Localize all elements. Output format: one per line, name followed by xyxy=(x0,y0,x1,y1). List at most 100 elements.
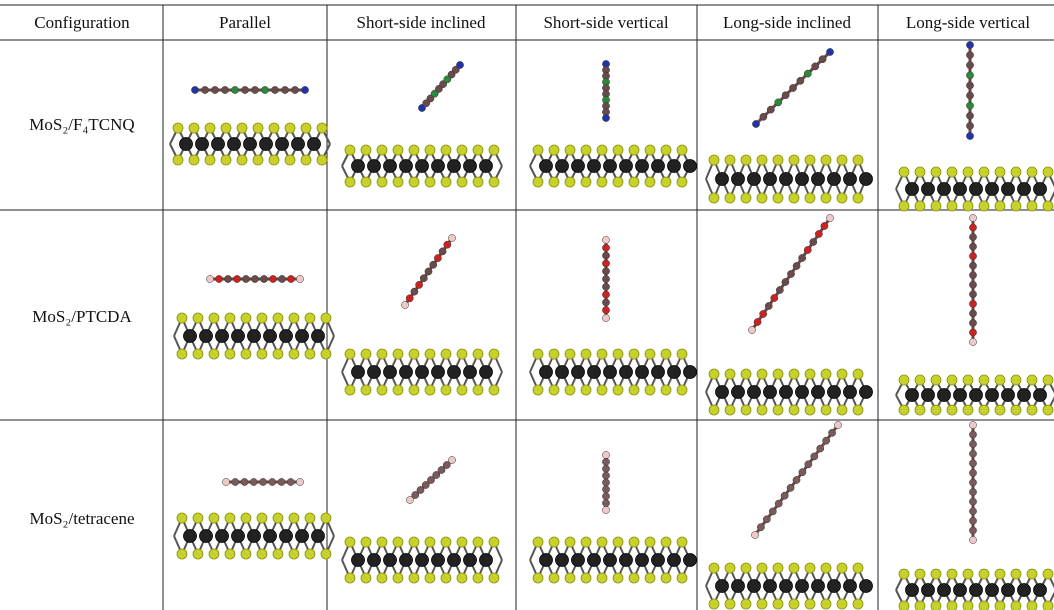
mo-atom xyxy=(195,137,209,151)
atom xyxy=(296,478,304,486)
s-atom xyxy=(488,536,500,548)
s-atom xyxy=(612,176,624,188)
s-atom xyxy=(488,572,500,584)
atom xyxy=(602,464,610,473)
mo-atom xyxy=(231,529,245,543)
s-atom xyxy=(172,122,184,134)
atom xyxy=(602,114,610,122)
mo-atom xyxy=(211,137,225,151)
s-atom xyxy=(224,312,236,324)
mo-atom xyxy=(795,385,809,399)
atom xyxy=(798,468,807,476)
atom xyxy=(969,290,977,299)
mo-atom xyxy=(619,365,633,379)
s-atom xyxy=(376,536,388,548)
atom xyxy=(816,444,825,453)
s-atom xyxy=(756,598,768,610)
s-atom xyxy=(424,348,436,360)
s-atom xyxy=(852,598,864,610)
s-atom xyxy=(1026,166,1038,178)
atom xyxy=(401,301,409,309)
structures xyxy=(169,41,1054,610)
atom xyxy=(602,290,610,299)
mo-atom xyxy=(571,553,585,567)
atom xyxy=(602,485,610,494)
mos2-slab xyxy=(173,312,335,360)
mo-atom xyxy=(827,172,841,186)
atom xyxy=(969,478,977,487)
mo-atom xyxy=(1033,388,1047,402)
mo-atom xyxy=(859,579,873,593)
s-atom xyxy=(946,568,958,580)
atom xyxy=(602,451,610,459)
s-atom xyxy=(930,374,942,386)
s-atom xyxy=(360,144,372,156)
s-atom xyxy=(208,512,220,524)
atom xyxy=(826,48,834,56)
atom xyxy=(966,41,974,49)
s-atom xyxy=(360,384,372,396)
atom xyxy=(792,262,801,270)
s-atom xyxy=(804,598,816,610)
s-atom xyxy=(962,166,974,178)
s-atom xyxy=(708,562,720,574)
s-atom xyxy=(724,598,736,610)
s-atom xyxy=(580,144,592,156)
atom xyxy=(434,254,442,262)
s-atom xyxy=(440,572,452,584)
s-atom xyxy=(392,348,404,360)
s-atom xyxy=(836,192,848,204)
s-atom xyxy=(740,562,752,574)
s-atom xyxy=(804,368,816,380)
s-atom xyxy=(408,348,420,360)
s-atom xyxy=(644,176,656,188)
atom xyxy=(752,120,760,128)
s-atom xyxy=(580,176,592,188)
s-atom xyxy=(548,536,560,548)
s-atom xyxy=(376,176,388,188)
mo-atom xyxy=(183,329,197,343)
atom xyxy=(406,496,414,504)
mo-atom xyxy=(243,137,257,151)
atom xyxy=(969,338,977,346)
mo-atom xyxy=(953,182,967,196)
atom xyxy=(260,275,268,283)
s-atom xyxy=(1010,404,1022,416)
s-atom xyxy=(962,600,974,610)
mos2-slab xyxy=(895,166,1054,212)
s-atom xyxy=(488,348,500,360)
s-atom xyxy=(644,348,656,360)
atom xyxy=(249,478,258,486)
atom xyxy=(602,314,610,322)
s-atom xyxy=(392,176,404,188)
s-atom xyxy=(472,384,484,396)
s-atom xyxy=(994,404,1006,416)
mo-atom xyxy=(351,159,365,173)
mo-atom xyxy=(447,159,461,173)
s-atom xyxy=(456,348,468,360)
mo-atom xyxy=(667,365,681,379)
s-atom xyxy=(708,598,720,610)
atom xyxy=(969,421,977,429)
mo-atom xyxy=(279,329,293,343)
mo-atom xyxy=(747,172,761,186)
atom xyxy=(448,456,456,464)
s-atom xyxy=(548,384,560,396)
s-atom xyxy=(288,348,300,360)
mo-atom xyxy=(463,365,477,379)
atom xyxy=(456,61,464,69)
mo-atom xyxy=(587,365,601,379)
s-atom xyxy=(344,572,356,584)
s-atom xyxy=(628,144,640,156)
mo-atom xyxy=(279,529,293,543)
atom xyxy=(602,478,610,487)
s-atom xyxy=(930,404,942,416)
s-atom xyxy=(580,384,592,396)
s-atom xyxy=(740,154,752,166)
s-atom xyxy=(488,144,500,156)
s-atom xyxy=(660,144,672,156)
s-atom xyxy=(898,374,910,386)
s-atom xyxy=(788,404,800,416)
atom xyxy=(969,309,977,318)
header-cell: Long-side inclined xyxy=(723,13,851,32)
